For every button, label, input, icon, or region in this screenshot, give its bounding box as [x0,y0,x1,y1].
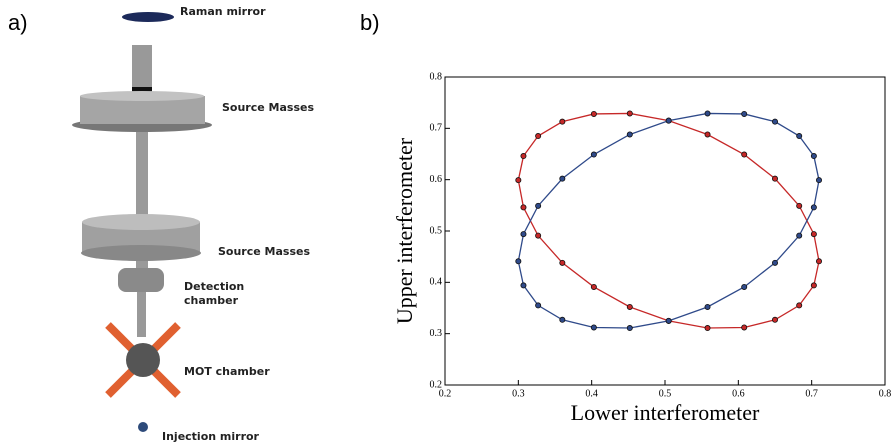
diagram-label: Source Masses [222,101,314,114]
point [810,204,817,211]
disk [81,245,201,261]
point [520,282,527,289]
x-tick-label: 0.7 [805,388,818,399]
raman-mirror [122,12,174,22]
chart: b) Lower interferometer Upper interferom… [360,10,891,425]
point [810,153,817,160]
x-tick-label: 0.8 [879,388,892,399]
plot-frame [444,76,886,386]
diagram-label: MOT chamber [184,365,270,378]
y-tick-label: 0.7 [430,123,443,134]
x-axis-label: Lower interferometer [571,400,760,425]
point [626,325,633,332]
point [520,153,527,160]
point [665,317,672,324]
y-tick-label: 0.8 [430,71,443,82]
y-tick-label: 0.3 [430,328,443,339]
point [559,259,566,266]
y-tick-label: 0.2 [430,379,443,390]
point [559,175,566,182]
point [772,175,779,182]
point [590,151,597,158]
y-tick-label: 0.5 [430,225,443,236]
point [704,110,711,117]
point [535,302,542,309]
point [535,202,542,209]
source-masses-top [82,214,200,230]
diagram-label: Detection [184,280,244,293]
apparatus-diagram: a) [8,10,212,432]
y-tick-label: 0.6 [430,174,443,185]
point [796,302,803,309]
series-line [517,112,820,329]
x-tick-label: 0.5 [659,388,672,399]
y-tick-label: 0.4 [430,277,443,288]
point [626,110,633,117]
point [590,283,597,290]
point [796,232,803,239]
point [741,110,748,117]
x-tick-label: 0.2 [439,388,452,399]
x-tick-label: 0.6 [732,388,745,399]
point [796,202,803,209]
injection-mirror [138,422,148,432]
rod [132,45,152,95]
point [816,258,823,265]
point [559,118,566,125]
diagram-label: Injection mirror [162,430,260,443]
point [520,204,527,211]
point [704,325,711,332]
source-masses-top [80,91,204,101]
point [810,231,817,238]
point [741,151,748,158]
detection-chamber [118,268,164,292]
point [515,177,522,184]
point [626,131,633,138]
point [741,283,748,290]
point [535,133,542,140]
point [626,303,633,310]
point [590,110,597,117]
point [810,282,817,289]
point [559,316,566,323]
mot-chamber [126,343,160,377]
panel-label: b) [360,10,380,35]
x-tick-label: 0.4 [585,388,598,399]
diagram-labels: Raman mirror Source Masses Source Masses De… [162,5,314,443]
rod [137,292,146,337]
diagram-label: Source Masses [218,245,310,258]
point [704,131,711,138]
point [665,117,672,124]
point [796,133,803,140]
y-axis-label: Upper interferometer [392,137,417,324]
point [520,231,527,238]
point [515,258,522,265]
diagram-label: chamber [184,294,239,307]
point [772,259,779,266]
point [772,316,779,323]
x-tick-label: 0.3 [512,388,525,399]
point [704,303,711,310]
point [816,177,823,184]
series-line [517,112,820,329]
diagram-label: Raman mirror [180,5,266,18]
point [590,324,597,331]
point [741,324,748,331]
point [772,118,779,125]
panel-label: a) [8,10,28,35]
point [535,232,542,239]
